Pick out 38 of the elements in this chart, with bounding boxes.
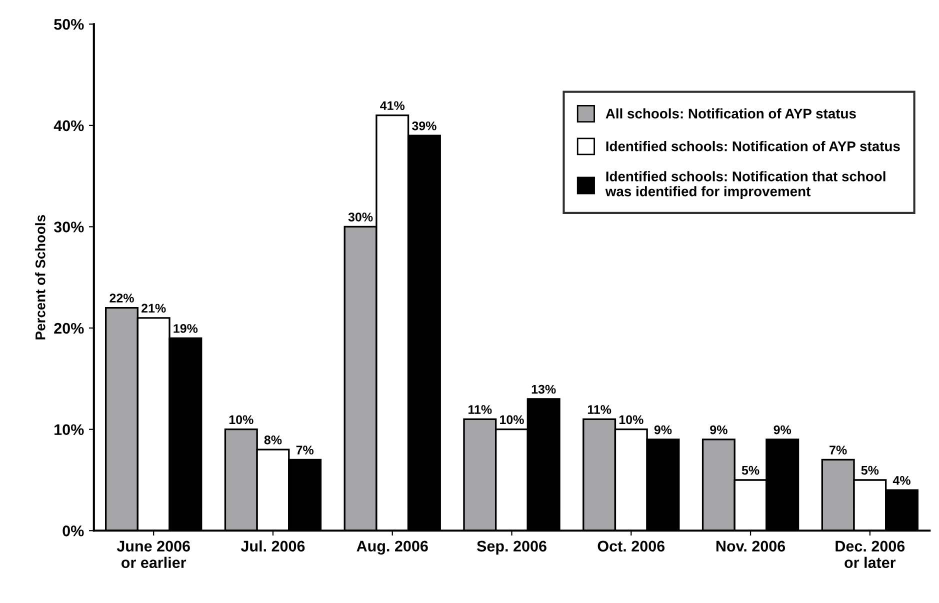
text: 9%	[654, 425, 672, 434]
x-tick-label: Nov. 2006	[716, 540, 786, 552]
y-axis-title: Percent of Schools	[35, 215, 46, 340]
text: 10%	[500, 415, 524, 424]
text: 9%	[774, 425, 792, 434]
text: 7%	[296, 446, 314, 454]
y-tick-label: 10%	[54, 424, 84, 436]
text: 41%	[380, 101, 405, 110]
y-tick-label: 40%	[54, 120, 84, 132]
y-tick-label: 20%	[54, 322, 84, 334]
legend-label: All schools: Notification of AYP status	[606, 108, 856, 119]
text: 13%	[532, 384, 556, 394]
y-tick-label: 0%	[62, 526, 84, 536]
y-tick-label: 30%	[54, 222, 84, 232]
text: 21%	[142, 304, 166, 313]
text: 7%	[830, 446, 847, 454]
text: 10%	[619, 415, 644, 424]
y-tick-label: 50%	[54, 18, 84, 30]
text: 10%	[229, 415, 254, 424]
x-tick-label: Dec. 2006 or later	[836, 540, 905, 568]
legend-label: Identified schools: Notification of AYP status	[606, 141, 900, 152]
text: 19%	[174, 324, 198, 333]
x-tick-label: June 2006 or earlier	[116, 540, 190, 568]
text: 8%	[264, 435, 282, 444]
legend-label: Identified schools: Notification that school was identified for improvement	[605, 171, 886, 200]
text: 5%	[861, 466, 879, 475]
x-tick-label: Oct. 2006	[598, 540, 665, 552]
text: 22%	[110, 294, 134, 302]
text: 9%	[710, 425, 728, 434]
text: 11%	[468, 405, 492, 414]
x-tick-label: Sep. 2006	[476, 540, 546, 555]
x-tick-label: Jul. 2006	[240, 540, 305, 552]
text: 4%	[892, 476, 910, 485]
text: 39%	[412, 121, 436, 130]
x-tick-label: Aug. 2006	[356, 540, 428, 555]
text: 11%	[588, 405, 612, 414]
text: 30%	[348, 212, 373, 222]
text: 5%	[742, 466, 760, 475]
